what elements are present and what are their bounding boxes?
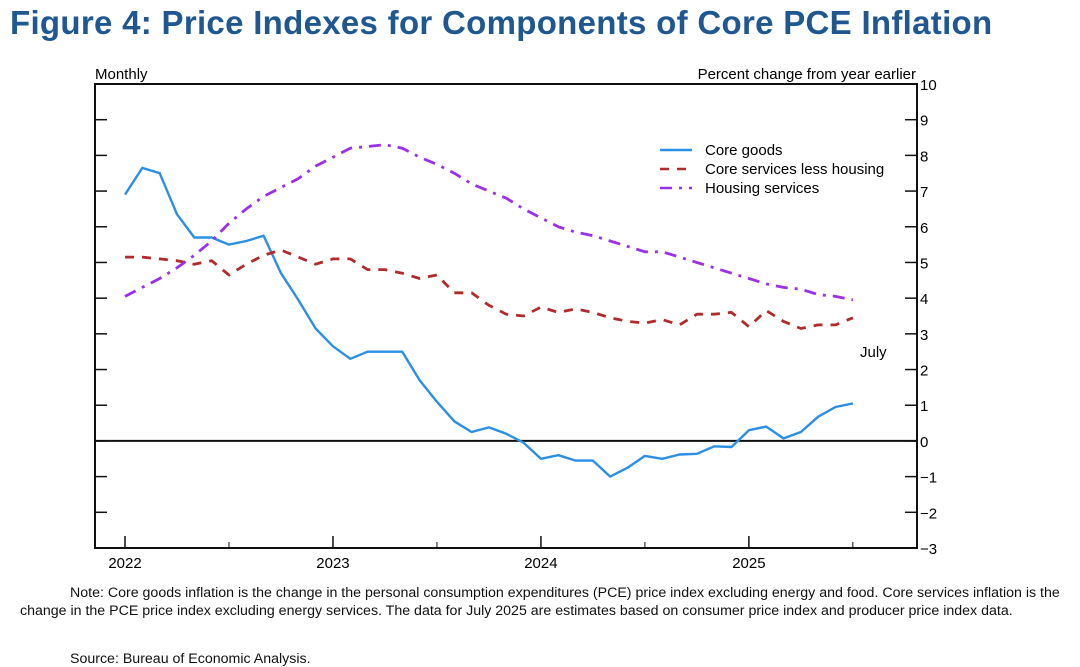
frequency-label: Monthly [95, 66, 148, 83]
figure-source: Source: Bureau of Economic Analysis. [70, 651, 311, 667]
y-tick-label: 3 [920, 327, 928, 344]
y-tick-label: 2 [920, 363, 928, 380]
y-tick-label: −1 [920, 470, 937, 487]
y-tick-label: 10 [920, 77, 937, 94]
legend-label: Core goods [705, 142, 783, 159]
x-tick-label: 2024 [524, 555, 557, 572]
legend-label: Housing services [705, 180, 819, 197]
y-tick-label: 4 [920, 291, 928, 308]
y-tick-label: 9 [920, 113, 928, 130]
july-annotation: July [860, 344, 887, 361]
y-tick-label: 0 [920, 434, 928, 451]
legend-label: Core services less housing [705, 161, 884, 178]
y-tick-label: 8 [920, 148, 928, 165]
series-line-core-goods [123, 166, 854, 478]
y-tick-label: 6 [920, 220, 928, 237]
y-tick-label: 7 [920, 184, 928, 201]
figure-note: Note: Core goods inflation is the change… [20, 585, 1060, 619]
line-chart: −3 −2 −1 0 1 2 3 4 5 6 7 8 9 10 2022 2023 2024 2025 Monthl… [94, 66, 937, 572]
y-tick-label: 1 [920, 398, 928, 415]
y-axis-label: Percent change from year earlier [698, 66, 916, 83]
x-tick-label: 2023 [316, 555, 349, 572]
y-tick-label: −3 [920, 541, 937, 558]
y-tick-label: 5 [920, 255, 928, 272]
x-tick-label: 2025 [732, 555, 765, 572]
series-line-core-services-less-housing [125, 248, 854, 330]
x-tick-label: 2022 [108, 555, 141, 572]
plot-frame [94, 83, 918, 549]
y-tick-label: −2 [920, 505, 937, 522]
figure-title: Figure 4: Price Indexes for Components o… [10, 4, 993, 41]
series-line-housing-services [124, 143, 854, 302]
